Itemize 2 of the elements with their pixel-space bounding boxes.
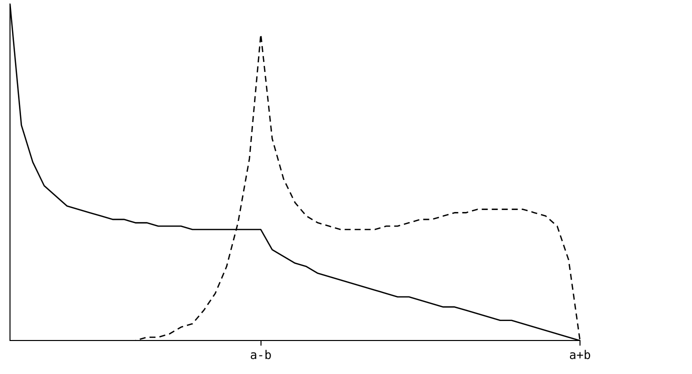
x-tick-label: a+b bbox=[569, 348, 591, 362]
x-tick-label: a-b bbox=[250, 348, 272, 362]
